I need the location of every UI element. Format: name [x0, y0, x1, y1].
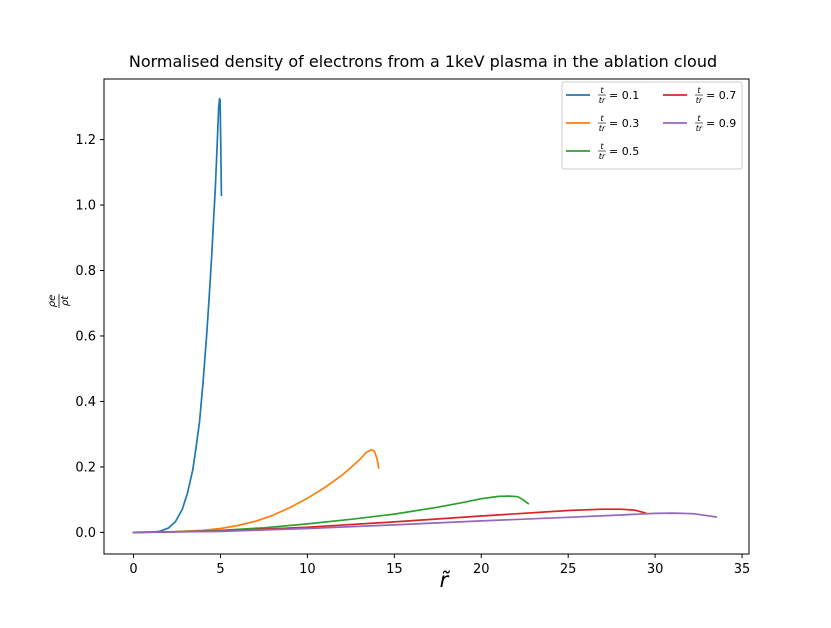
- x-axis-label: r̃: [440, 568, 451, 592]
- legend-item-3: ttr = 0.5: [566, 142, 639, 161]
- legend-label-numerator: t: [600, 114, 604, 123]
- x-axis-ticks: 0 5 10 15 20 25 30 35: [129, 554, 750, 577]
- legend-item-4: ttr = 0.7: [663, 86, 736, 105]
- legend-label-denominator: tr: [696, 124, 703, 133]
- series-line-4: [132, 508, 648, 534]
- plot-series: [132, 97, 717, 534]
- legend-label-value: = 0.9: [706, 117, 736, 130]
- x-tick-label: 20: [473, 562, 490, 577]
- legend-item-1: ttr = 0.1: [566, 86, 639, 105]
- legend-item-5: ttr = 0.9: [663, 114, 736, 133]
- x-tick-label: 0: [129, 562, 137, 577]
- legend-label-value: = 0.3: [609, 117, 639, 130]
- legend-label-denominator: tr: [599, 124, 606, 133]
- legend-item-2: ttr = 0.3: [566, 114, 639, 133]
- legend-label-numerator: t: [697, 114, 701, 123]
- y-tick-label: 0.6: [75, 329, 96, 344]
- y-axis-label: ρe ρt: [47, 294, 71, 308]
- legend-label-denominator: tr: [599, 96, 606, 105]
- x-tick-label: 5: [216, 562, 224, 577]
- legend-label-denominator: tr: [599, 152, 606, 161]
- legend-label-numerator: t: [600, 86, 604, 95]
- series-line-5: [132, 512, 717, 534]
- y-tick-label: 0.4: [75, 395, 96, 410]
- series-line-3: [132, 495, 530, 534]
- x-tick-label: 35: [734, 562, 751, 577]
- y-axis-label-numerator: ρe: [47, 295, 58, 308]
- legend-label-value: = 0.5: [609, 145, 639, 158]
- legend-label-numerator: t: [697, 86, 701, 95]
- series-line-2: [132, 448, 380, 534]
- x-tick-label: 30: [647, 562, 664, 577]
- x-tick-label: 25: [560, 562, 577, 577]
- chart-title: Normalised density of electrons from a 1…: [129, 52, 717, 71]
- legend-label-numerator: t: [600, 142, 604, 151]
- x-tick-label: 10: [299, 562, 316, 577]
- plot-area-frame: [103, 78, 750, 555]
- legend-label-denominator: tr: [696, 96, 703, 105]
- y-tick-label: 1.0: [75, 199, 96, 214]
- series-line-1: [132, 97, 223, 534]
- y-axis-ticks: 0.0 0.2 0.4 0.6 0.8 1.0 1.2: [75, 133, 104, 541]
- y-tick-label: 0.0: [75, 526, 96, 541]
- y-tick-label: 0.8: [75, 264, 96, 279]
- x-tick-label: 15: [386, 562, 403, 577]
- y-tick-label: 0.2: [75, 460, 96, 475]
- y-tick-label: 1.2: [75, 133, 96, 148]
- y-axis-label-denominator: ρt: [60, 295, 71, 306]
- legend-label-value: = 0.7: [706, 89, 736, 102]
- legend-label-value: = 0.1: [609, 89, 639, 102]
- legend-frame: [561, 81, 743, 170]
